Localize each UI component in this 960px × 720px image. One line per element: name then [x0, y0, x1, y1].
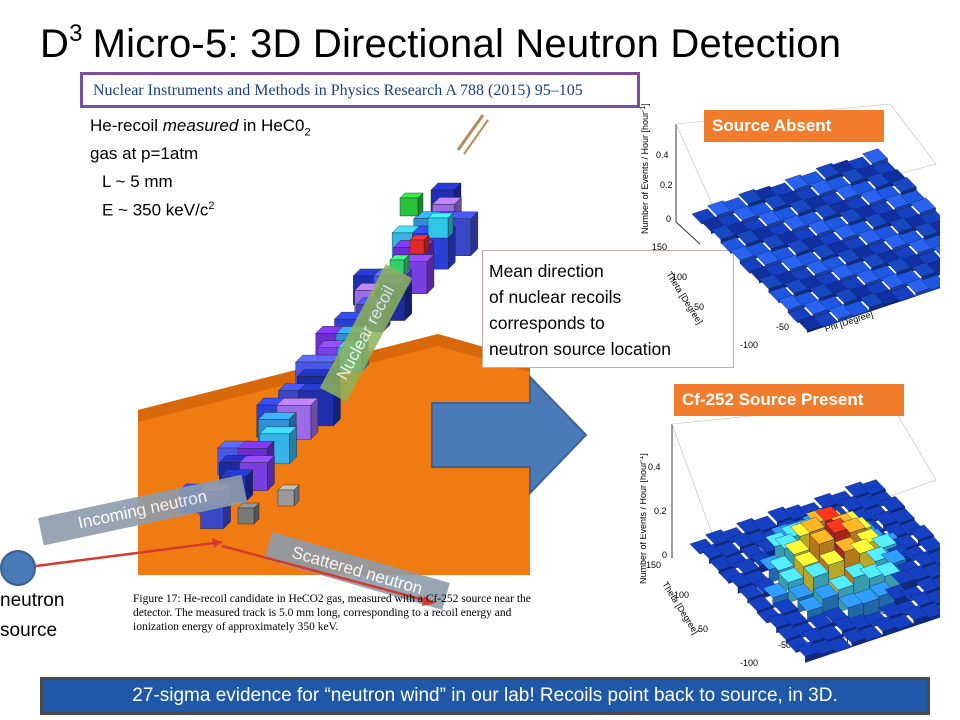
source-label-line-1: neutron — [0, 590, 65, 611]
track-cube-accent — [427, 212, 454, 239]
info-line-2: gas at p=1atm — [90, 144, 199, 163]
svg-text:100: 100 — [674, 590, 689, 600]
svg-text:-50: -50 — [776, 322, 789, 332]
info-line-1: He-recoil measured in HeC02 — [90, 116, 311, 139]
histogram-bin — [853, 588, 880, 618]
histogram-bins-present — [689, 479, 960, 663]
svg-text:Number of Events / Hour [hour-: Number of Events / Hour [hour-1] — [640, 453, 648, 584]
mean-direction-box: Mean direction of nuclear recoils corres… — [482, 250, 734, 368]
svg-text:0.4: 0.4 — [648, 462, 661, 472]
svg-text:0: 0 — [666, 214, 671, 224]
svg-text:0.2: 0.2 — [654, 506, 667, 516]
slide-title: D3 Micro-5: 3D Directional Neutron Detect… — [40, 20, 842, 67]
svg-text:150: 150 — [652, 242, 667, 252]
svg-text:Number of Events / Hour [hour-: Number of Events / Hour [hour-1] — [640, 104, 650, 234]
svg-text:Theta [Degree]: Theta [Degree] — [660, 580, 700, 636]
histogram-bin — [751, 515, 778, 534]
track-cube-accent — [277, 484, 300, 507]
journal-reference[interactable]: Nuclear Instruments and Methods in Physi… — [80, 72, 640, 108]
svg-text:50: 50 — [698, 624, 708, 634]
svg-text:-50: -50 — [778, 640, 791, 650]
source-label-line-2: source — [0, 620, 58, 641]
plot-source-absent: 0.4 0.2 0 Number of Events / Hour [hour-… — [640, 103, 960, 358]
histogram-bin — [816, 624, 843, 643]
source-present-label: Cf-252 Source Present — [674, 384, 904, 416]
mean-line-3: corresponds to — [489, 313, 605, 333]
mean-line-1: Mean direction — [489, 261, 604, 281]
svg-text:0.4: 0.4 — [656, 150, 669, 160]
info-line-3: L ~ 5 mm — [102, 172, 173, 191]
histogram-bin — [843, 300, 870, 318]
mean-line-2: of nuclear recoils — [489, 287, 622, 307]
plot-source-present: 0.4 0.2 0 Number of Events / Hour [hour-… — [638, 384, 960, 674]
svg-text:50: 50 — [694, 302, 704, 312]
histogram-bin — [860, 479, 886, 497]
svg-text:-100: -100 — [740, 658, 758, 668]
figure-caption: Figure 17: He-recoil candidate in HeCO2 … — [133, 593, 531, 633]
neutron-source-circle — [0, 550, 36, 586]
neutron-path-arrows — [35, 538, 436, 606]
svg-text:100: 100 — [672, 272, 687, 282]
evidence-banner: 27-sigma evidence for “neutron wind” in … — [40, 677, 930, 715]
lego-plot-present: 0.4 0.2 0 Number of Events / Hour [hour-… — [638, 401, 960, 668]
svg-text:0.2: 0.2 — [660, 180, 673, 190]
title-prefix: D — [40, 22, 70, 66]
right-arrow-icon — [431, 375, 588, 495]
svg-text:150: 150 — [646, 560, 661, 570]
histogram-bin — [714, 541, 741, 559]
svg-text:-100: -100 — [740, 340, 758, 350]
info-line-4: E ~ 350 keV/c2 — [102, 200, 215, 220]
mean-line-4: neutron source location — [489, 339, 671, 359]
lego-plot-absent: 0.4 0.2 0 Number of Events / Hour [hour-… — [640, 103, 960, 350]
title-superscript: 3 — [69, 20, 83, 47]
title-main: Micro-5: 3D Directional Neutron Detectio… — [92, 22, 842, 66]
histogram-bin — [910, 197, 936, 217]
track-cube-accent — [237, 502, 260, 525]
histogram-bins-absent — [691, 148, 960, 333]
source-absent-label: Source Absent — [704, 110, 884, 142]
track-cube-accent — [409, 234, 430, 255]
svg-text:0: 0 — [662, 550, 667, 560]
track-cube-accent — [399, 192, 424, 217]
